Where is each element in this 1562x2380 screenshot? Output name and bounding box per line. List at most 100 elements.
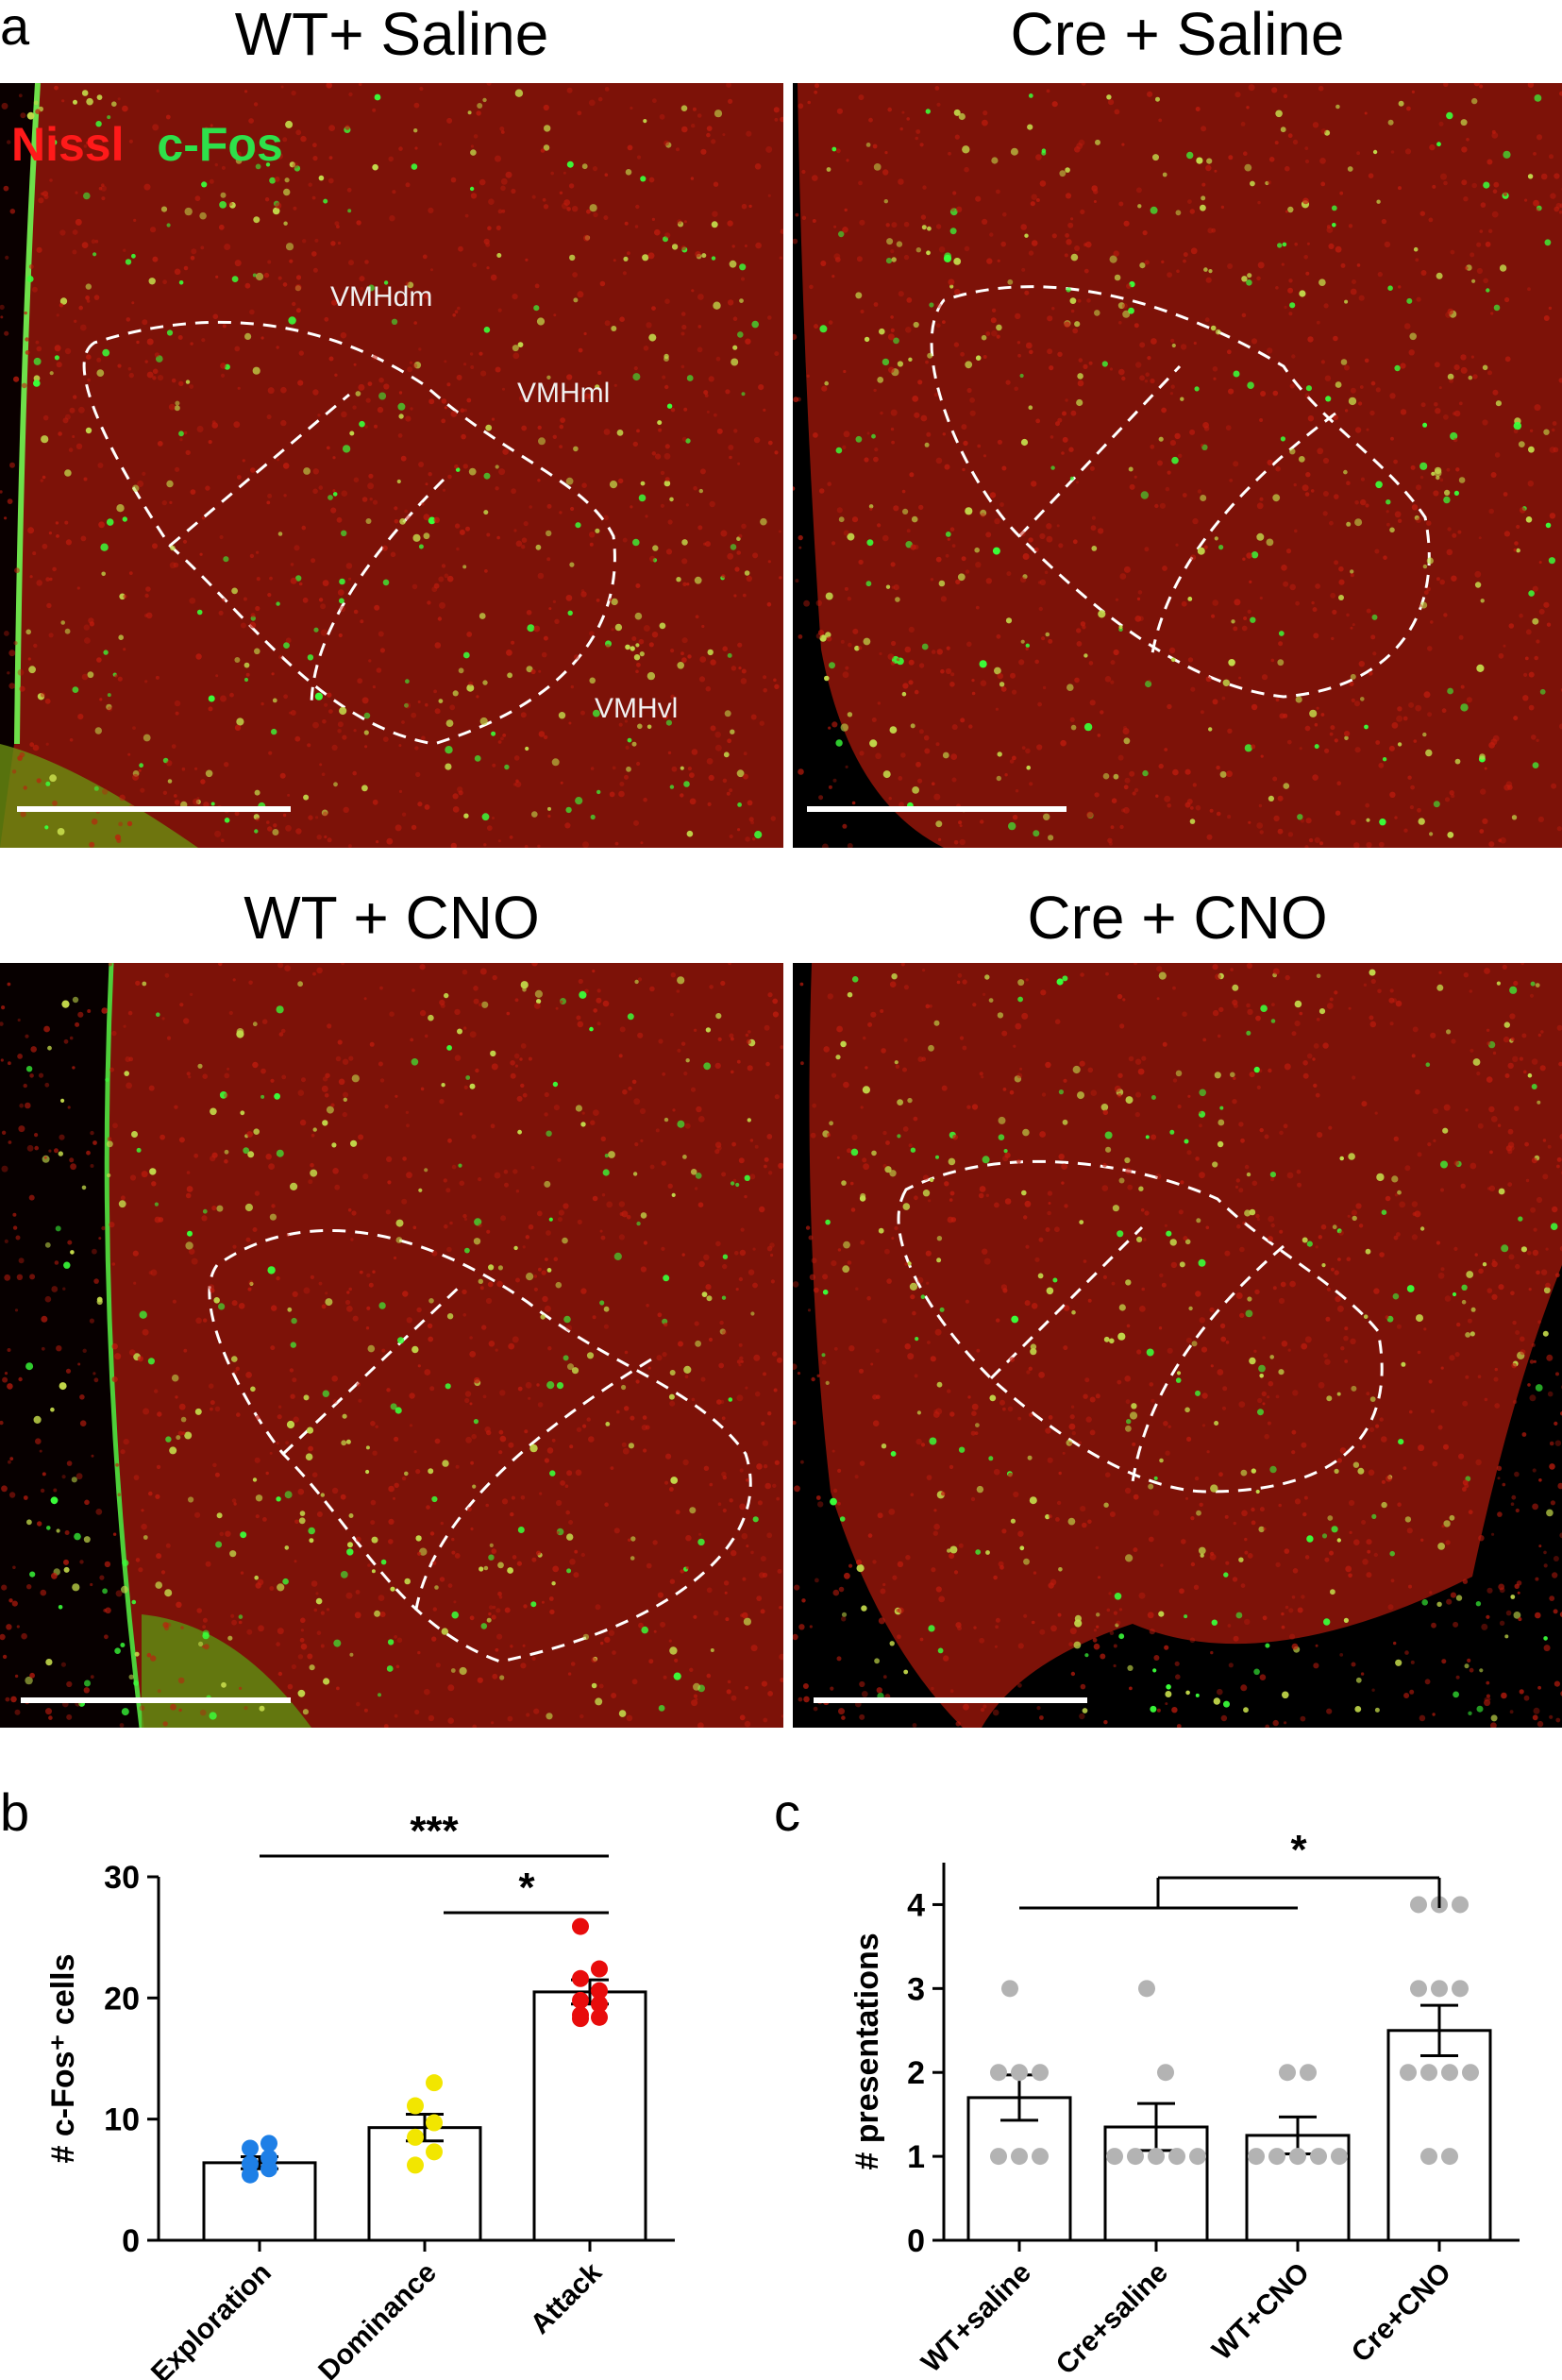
nissl-cell	[238, 1303, 245, 1309]
nissl-cell	[1248, 820, 1251, 824]
nissl-cell	[7, 1383, 13, 1390]
nissl-cell	[958, 820, 963, 825]
cfos-cell	[1074, 321, 1081, 328]
nissl-cell	[154, 352, 160, 358]
cfos-cell	[164, 1589, 173, 1597]
nissl-cell	[741, 203, 747, 210]
nissl-cell	[997, 439, 1002, 445]
nissl-cell	[1525, 1178, 1530, 1183]
nissl-cell	[222, 324, 227, 329]
nissl-cell	[1051, 307, 1055, 311]
cfos-cell	[1028, 93, 1033, 98]
cfos-cell	[37, 693, 45, 700]
nissl-cell	[1335, 810, 1341, 816]
cfos-cell	[1196, 1218, 1201, 1224]
cfos-cell	[873, 163, 882, 171]
nissl-cell	[982, 1248, 988, 1255]
nissl-cell	[548, 1596, 554, 1601]
nissl-cell	[1139, 1306, 1146, 1312]
nissl-cell	[342, 1058, 349, 1065]
nissl-cell	[831, 1072, 837, 1078]
nissl-cell	[202, 1617, 208, 1623]
nissl-cell	[1294, 242, 1298, 246]
nissl-cell	[1232, 1577, 1238, 1582]
nissl-cell	[859, 751, 865, 756]
cfos-cell	[1194, 386, 1200, 392]
nissl-cell	[208, 706, 213, 712]
cfos-cell	[167, 779, 173, 784]
nissl-cell	[4, 1372, 8, 1376]
nissl-cell	[681, 324, 687, 330]
nissl-cell	[1465, 1108, 1469, 1112]
nissl-cell	[752, 1247, 756, 1251]
data-point	[242, 2155, 259, 2173]
cfos-cell	[1510, 1595, 1516, 1599]
cfos-cell	[1357, 1467, 1365, 1475]
nissl-cell	[449, 704, 456, 711]
nissl-cell	[842, 227, 848, 233]
nissl-cell	[0, 1058, 4, 1062]
nissl-cell	[466, 632, 473, 637]
cfos-cell	[838, 516, 845, 523]
cfos-cell	[45, 781, 51, 786]
nissl-cell	[672, 1108, 676, 1112]
nissl-cell	[1314, 722, 1318, 727]
nissl-cell	[1507, 1141, 1515, 1148]
cfos-cell	[891, 257, 897, 262]
nissl-cell	[1396, 1232, 1401, 1237]
cfos-cell	[1184, 1614, 1188, 1619]
nissl-cell	[440, 1521, 444, 1526]
nissl-cell	[98, 521, 105, 529]
nissl-cell	[1255, 1015, 1261, 1021]
nissl-cell	[624, 221, 629, 226]
cfos-cell	[1020, 438, 1029, 447]
nissl-cell	[1349, 682, 1354, 686]
nissl-cell	[1021, 1012, 1029, 1020]
nissl-cell	[146, 338, 154, 346]
nissl-cell	[655, 453, 662, 460]
nissl-cell	[872, 143, 878, 149]
nissl-cell	[177, 335, 183, 340]
cfos-cell	[883, 199, 888, 204]
nissl-cell	[638, 638, 645, 645]
nissl-cell	[985, 331, 991, 336]
cfos-cell	[1309, 709, 1318, 717]
nissl-cell	[262, 1517, 267, 1522]
nissl-cell	[497, 209, 503, 214]
cfos-cell	[474, 1218, 482, 1226]
nissl-cell	[1517, 1591, 1520, 1595]
cfos-cell	[124, 1071, 129, 1076]
nissl-cell	[1193, 341, 1197, 346]
nissl-cell	[4, 330, 9, 336]
nissl-cell	[734, 1251, 739, 1256]
cfos-cell	[1394, 364, 1401, 372]
cfos-cell	[652, 558, 658, 563]
nissl-cell	[670, 694, 675, 700]
nissl-cell	[946, 646, 950, 650]
nissl-cell	[101, 183, 105, 187]
nissl-cell	[793, 486, 796, 491]
nissl-cell	[1093, 1643, 1100, 1650]
cfos-cell	[632, 538, 640, 547]
nissl-cell	[578, 978, 583, 985]
nissl-cell	[475, 1068, 479, 1073]
cfos-cell	[841, 1612, 848, 1617]
nissl-cell	[1078, 1441, 1082, 1445]
nissl-cell	[1076, 628, 1082, 633]
nissl-cell	[510, 1645, 513, 1648]
nissl-cell	[19, 1103, 25, 1108]
nissl-cell	[1404, 148, 1412, 155]
nissl-cell	[352, 770, 358, 776]
cfos-cell	[44, 1241, 51, 1248]
nissl-cell	[188, 1075, 192, 1079]
nissl-cell	[1074, 677, 1080, 684]
cfos-cell	[283, 221, 288, 226]
nissl-cell	[1324, 1359, 1331, 1365]
nissl-cell	[462, 969, 468, 975]
nissl-cell	[337, 241, 342, 245]
cfos-cell	[253, 1128, 260, 1135]
nissl-cell	[456, 547, 460, 551]
nissl-cell	[0, 315, 4, 319]
cfos-cell	[176, 1435, 181, 1441]
nissl-cell	[1113, 250, 1119, 257]
